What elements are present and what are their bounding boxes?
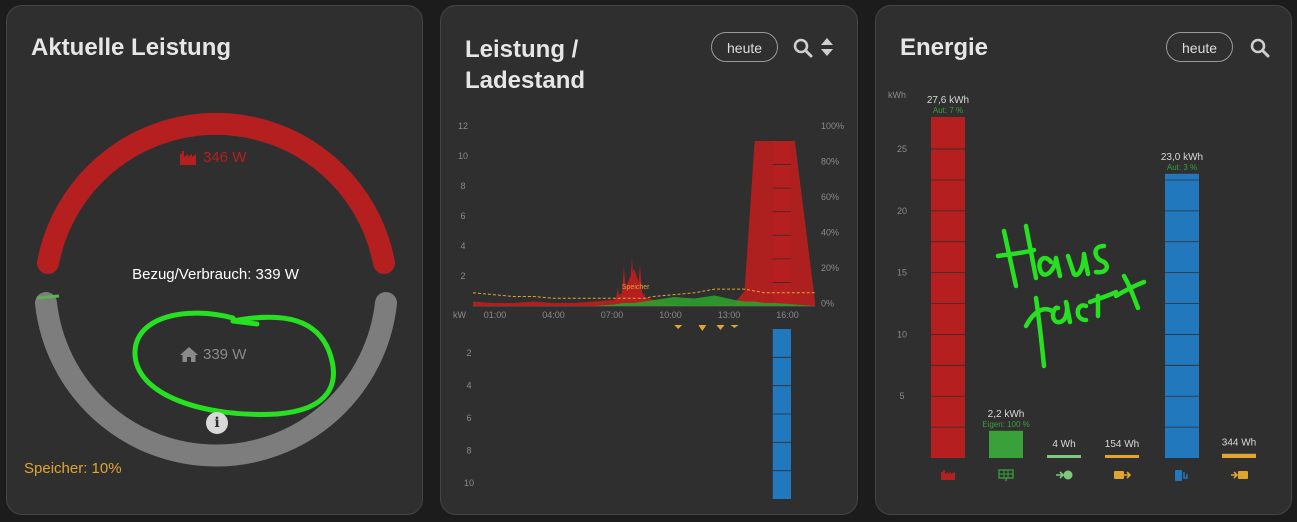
annotation-circle — [132, 310, 336, 417]
consumption-label: Bezug/Verbrauch: 339 W — [132, 266, 299, 283]
bezug-spike — [636, 264, 643, 306]
ev-charger-icon — [1175, 470, 1188, 481]
annotation-scribble — [995, 223, 1147, 369]
y2-tick-label: 40% — [821, 228, 839, 238]
bezug-spike — [632, 279, 639, 306]
title-line-2: Ladestand — [465, 67, 586, 94]
x-tick-label: 07:00 — [601, 310, 624, 320]
bar-sub-label: Eigen: 100 % — [982, 420, 1030, 429]
energy-bar — [1165, 173, 1199, 459]
bezug-spike — [620, 267, 627, 306]
x-tick-label: 04:00 — [542, 310, 565, 320]
search-icon[interactable] — [1250, 38, 1270, 58]
x-tick-label: 16:00 — [776, 310, 799, 320]
bar-sub-label: Aut: 3 % — [1167, 163, 1197, 172]
y-tick-label: 10 — [897, 329, 907, 339]
battery-out-icon — [1231, 471, 1248, 479]
discharge-mark — [730, 325, 739, 328]
house-icon — [180, 347, 198, 362]
search-icon[interactable] — [793, 38, 813, 58]
energy-bar — [1222, 453, 1256, 458]
sort-icon[interactable] — [820, 37, 834, 57]
y-tick-label: 10 — [464, 478, 474, 488]
series-speicher-label: Speicher — [622, 284, 650, 291]
y2-tick-label: 80% — [821, 157, 839, 167]
energy-card: Energie heute kWh 25 20 15 10 5 27,6 kWh Aut: … — [875, 5, 1292, 515]
y-tick-label: 6 — [466, 413, 471, 423]
series-pv-area — [473, 295, 815, 306]
y2-tick-label: 20% — [821, 263, 839, 273]
current-power-card: Aktuelle Leistung 346 W Bezug/Verbrauch:… — [6, 5, 423, 515]
discharge-mark — [716, 325, 725, 330]
discharge-mark — [698, 325, 707, 331]
house-power: 339 W — [179, 346, 246, 363]
card-title-current-power: Aktuelle Leistung — [31, 34, 232, 61]
bar-value-label: 2,2 kWh — [988, 409, 1025, 420]
card-title-energy: Energie — [900, 34, 989, 61]
date-range-button[interactable]: heute — [1166, 32, 1234, 62]
power-gauge — [35, 112, 397, 467]
title-line-1: Leistung / — [465, 36, 579, 63]
x-tick-label: 01:00 — [484, 310, 507, 320]
y2-tick-label: 100% — [821, 121, 844, 131]
energy-bar — [1047, 455, 1081, 458]
grid-power-value: 346 W — [203, 149, 247, 166]
house-power-value: 339 W — [203, 346, 247, 363]
grid-power: 346 W — [179, 149, 246, 166]
solar-panel-icon — [998, 469, 1014, 481]
y-axis-unit: kWh — [888, 90, 906, 100]
x-tick-label: 13:00 — [718, 310, 741, 320]
x-tick-label: 10:00 — [659, 310, 682, 320]
house-arc — [35, 292, 397, 467]
y2-tick-label: 60% — [821, 192, 839, 202]
y-tick-label: 12 — [458, 121, 468, 131]
power-history-card: Leistung / Ladestand heute 12 10 8 6 4 2 2 4 6 8 1… — [440, 5, 858, 515]
y2-tick-label: 0% — [821, 299, 834, 309]
grid-export-icon — [1056, 470, 1073, 480]
energy-bar — [1105, 455, 1139, 458]
grid-arc — [37, 112, 395, 274]
y-tick-label: 4 — [460, 241, 465, 251]
energy-bar — [989, 430, 1023, 458]
y-tick-label: 2 — [460, 271, 465, 281]
y-tick-label: 25 — [897, 144, 907, 154]
discharge-mark — [674, 325, 683, 329]
pv-marker — [36, 294, 60, 300]
y-tick-label: 2 — [466, 348, 471, 358]
y-tick-label: 8 — [460, 181, 465, 191]
power-history-chart: 12 10 8 6 4 2 2 4 6 8 10 100% 80% 60% 40% 20% 0% 01:00 04:… — [453, 121, 844, 499]
bar-value-label: 27,6 kWh — [927, 95, 969, 106]
bar-value-label: 4 Wh — [1052, 439, 1075, 450]
bar-value-label: 23,0 kWh — [1161, 152, 1203, 163]
bezug-spike — [614, 288, 621, 306]
factory-icon — [941, 470, 955, 480]
bar-sub-label: Aut: 7 % — [933, 106, 963, 115]
y-tick-label: 15 — [897, 268, 907, 278]
energy-bar — [931, 116, 965, 458]
battery-in-icon — [1114, 471, 1132, 479]
bezug-spike — [759, 286, 766, 306]
y-tick-label: 5 — [899, 391, 904, 401]
bezug-spike — [628, 258, 635, 306]
y-tick-label: 8 — [466, 446, 471, 456]
y-tick-label: 4 — [466, 381, 471, 391]
info-icon[interactable]: i — [206, 412, 228, 434]
date-range-button[interactable]: heute — [711, 32, 779, 62]
y-tick-label: 6 — [460, 211, 465, 221]
series-speicher-line — [472, 288, 815, 299]
bar-value-label: 154 Wh — [1105, 439, 1139, 450]
unit-label: kW — [453, 310, 467, 320]
factory-icon — [180, 150, 196, 165]
bar-value-label: 344 Wh — [1222, 438, 1256, 449]
y-tick-label: 20 — [897, 206, 907, 216]
bezug-block — [772, 141, 791, 306]
card-title-power-history: Leistung / Ladestand — [465, 34, 665, 96]
series-bezug-area — [473, 141, 815, 306]
y-tick-label: 10 — [458, 151, 468, 161]
battery-level: Speicher: 10% — [24, 460, 122, 477]
